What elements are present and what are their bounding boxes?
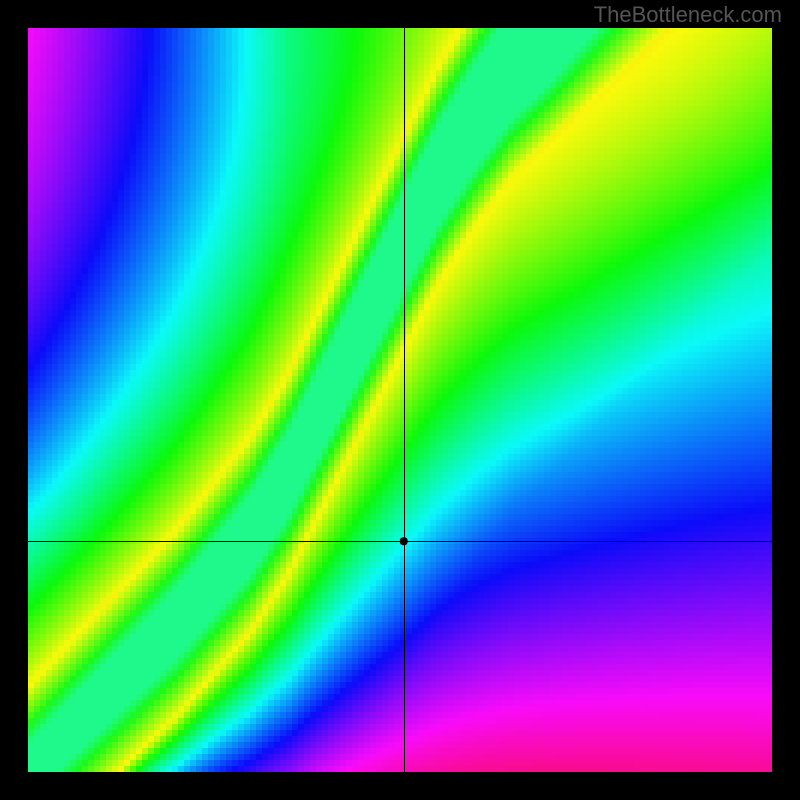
watermark-text: TheBottleneck.com <box>594 2 782 28</box>
heatmap-canvas <box>28 28 772 772</box>
chart-container: TheBottleneck.com <box>0 0 800 800</box>
heatmap-plot <box>28 28 772 772</box>
